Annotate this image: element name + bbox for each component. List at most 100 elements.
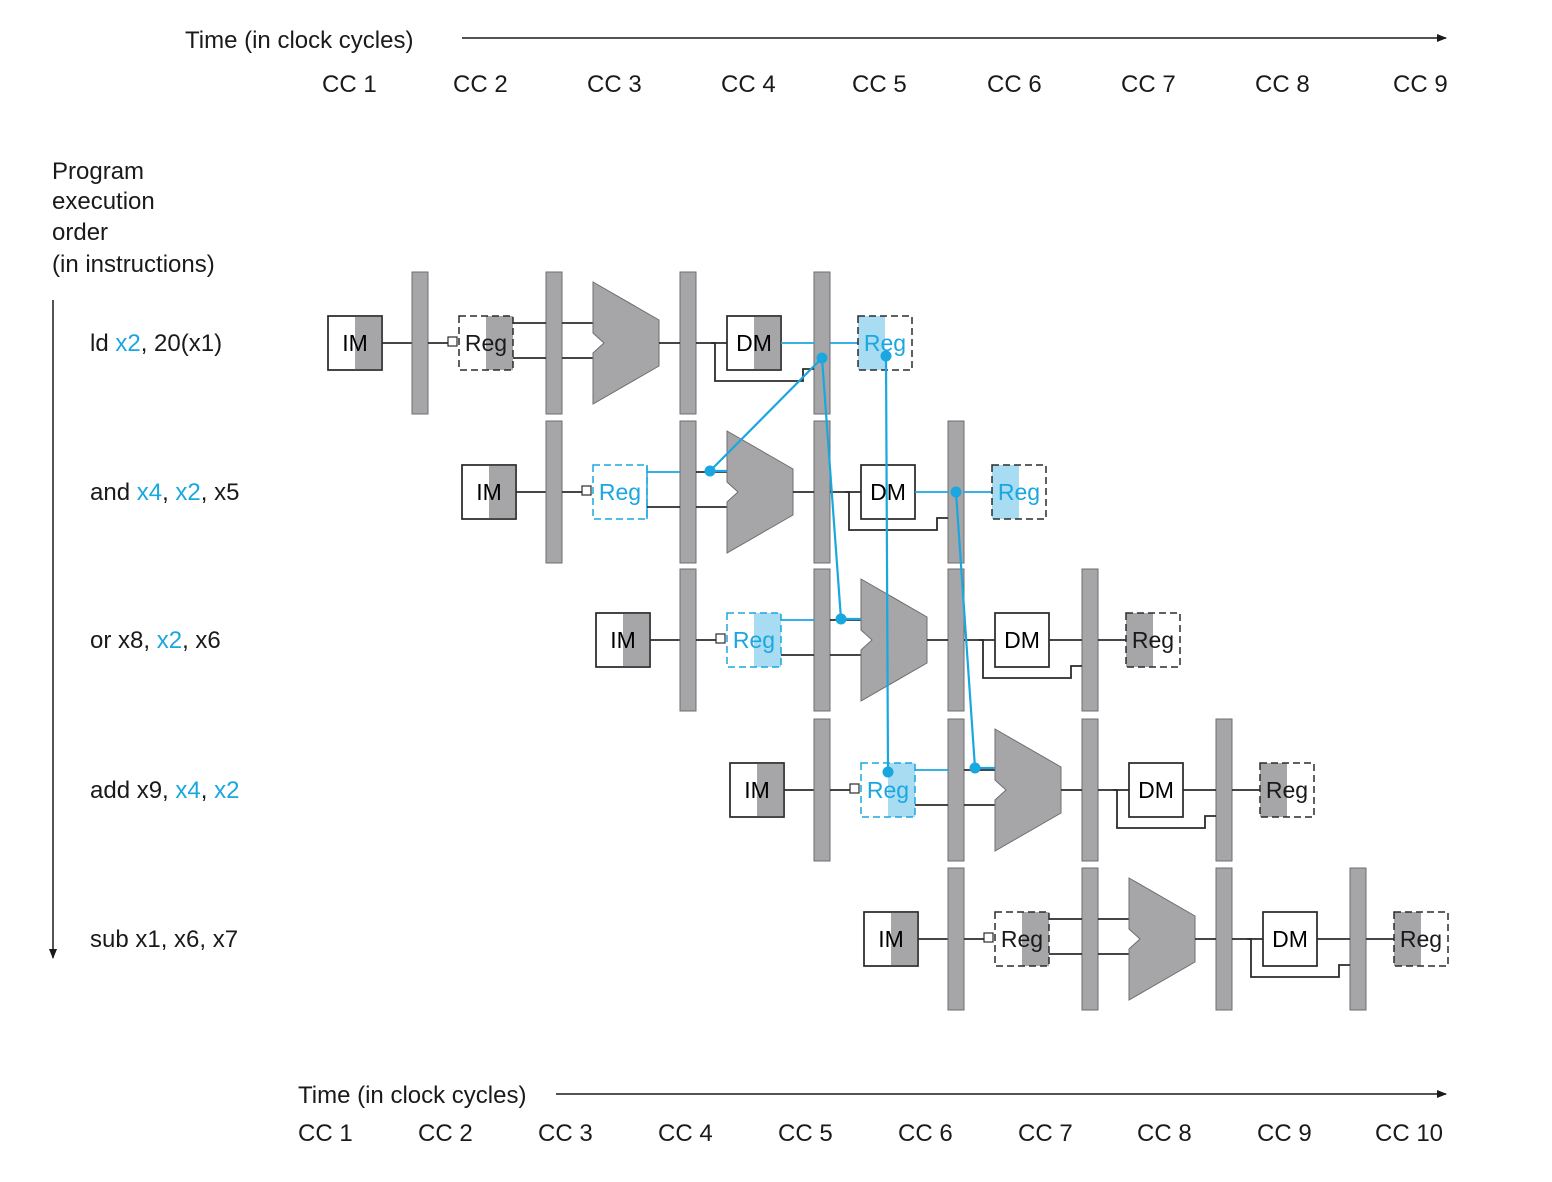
forwarding-path xyxy=(820,357,843,620)
instruction-text: , xyxy=(162,479,175,506)
bottom-tick-label: CC 1 xyxy=(298,1120,353,1147)
write-port xyxy=(447,336,458,347)
bottom-tick-label: CC 2 xyxy=(418,1120,473,1147)
forwarding-path xyxy=(709,357,823,472)
reg-read-label: Reg xyxy=(867,777,909,803)
top-tick-label: CC 3 xyxy=(587,71,642,98)
bottom-axis-ticks: CC 1 CC 2 CC 3 CC 4 CC 5 CC 6 CC 7 CC 8 CC 9 CC 1… xyxy=(298,1120,1443,1147)
reg-read-label: Reg xyxy=(465,330,507,356)
order-label-line-1: Program xyxy=(52,158,144,185)
dm-bypass-wire xyxy=(711,342,814,382)
reg-write-box xyxy=(991,464,1047,520)
top-tick-label: CC 8 xyxy=(1255,71,1310,98)
bottom-tick-label: CC 10 xyxy=(1375,1120,1443,1147)
instruction-text: , xyxy=(201,777,214,804)
pipeline-register-bar xyxy=(545,271,563,415)
reg-read-box xyxy=(726,612,782,668)
pipeline-register-bar xyxy=(1215,867,1233,1011)
write-port xyxy=(849,783,860,794)
instruction-text: ld xyxy=(90,330,115,357)
reg-write-label: Reg xyxy=(1266,777,1308,803)
top-tick-label: CC 4 xyxy=(721,71,776,98)
pipeline-register-bar xyxy=(1215,718,1233,862)
forwarding-path xyxy=(954,491,977,769)
instruction-text: and xyxy=(90,479,137,506)
reg-write-shade xyxy=(992,465,1019,519)
bottom-tick-label: CC 5 xyxy=(778,1120,833,1147)
instruction-text: , x6 xyxy=(182,627,221,654)
write-port xyxy=(581,485,592,496)
pipeline-register-bar xyxy=(679,271,697,415)
dm-label: DM xyxy=(1272,926,1308,952)
reg-read-shade xyxy=(1022,912,1049,966)
im-shade xyxy=(757,763,784,817)
reg-write-box xyxy=(1259,762,1315,818)
bottom-tick-label: CC 8 xyxy=(1137,1120,1192,1147)
im-shade xyxy=(623,613,650,667)
dm-bypass-wire xyxy=(845,491,948,531)
instruction-text: , 20(x1) xyxy=(141,330,222,357)
dm-bypass-wire xyxy=(979,639,1082,679)
order-label-line-2: execution xyxy=(52,188,155,215)
forwarding-node xyxy=(950,486,962,498)
bottom-tick-label: CC 3 xyxy=(538,1120,593,1147)
instruction-label: sub x1, x6, x7 xyxy=(90,926,238,953)
pipeline-register-bar xyxy=(1081,718,1099,862)
forwarding-node xyxy=(882,766,894,778)
instruction-label: ld x2, 20(x1) xyxy=(90,330,222,357)
im-shade xyxy=(355,316,382,370)
pipeline-register-bar xyxy=(679,568,697,712)
program-order-axis: Program execution order (in instructions… xyxy=(49,158,215,959)
top-tick-label: CC 6 xyxy=(987,71,1042,98)
pipeline-register-bar xyxy=(411,271,429,415)
im-label: IM xyxy=(342,330,368,356)
pipeline-row: IM Reg DM Reg xyxy=(729,718,1315,862)
instruction-text: , x5 xyxy=(201,479,240,506)
forwarding-paths xyxy=(704,350,995,778)
bottom-tick-label: CC 4 xyxy=(658,1120,713,1147)
alu xyxy=(994,728,1062,852)
dm-box xyxy=(1128,762,1184,818)
pipeline-register-bar xyxy=(1081,867,1099,1011)
reg-write-box xyxy=(1125,612,1181,668)
dm-label: DM xyxy=(1004,627,1040,653)
dependent-register: x2 xyxy=(115,330,140,357)
alu xyxy=(726,430,794,554)
im-label: IM xyxy=(610,627,636,653)
pipeline-register-bar xyxy=(947,867,965,1011)
alu xyxy=(592,281,660,405)
forwarding-node xyxy=(880,350,892,362)
order-label-line-4: (in instructions) xyxy=(52,251,215,278)
instruction-label: or x8, x2, x6 xyxy=(90,627,221,654)
order-label-line-3: order xyxy=(52,219,108,246)
top-tick-label: CC 5 xyxy=(852,71,907,98)
instruction-text: add x9, xyxy=(90,777,175,804)
reg-read-shade xyxy=(486,316,513,370)
reg-read-shade xyxy=(754,613,781,667)
im-shade xyxy=(489,465,516,519)
dm-label: DM xyxy=(870,479,906,505)
forwarding-path xyxy=(884,355,890,773)
reg-write-box xyxy=(1393,911,1449,967)
bottom-tick-label: CC 9 xyxy=(1257,1120,1312,1147)
instruction-label: and x4, x2, x5 xyxy=(90,479,239,506)
pipeline-register-bar xyxy=(545,420,563,564)
top-tick-label: CC 9 xyxy=(1393,71,1448,98)
dependent-register: x2 xyxy=(157,627,182,654)
im-label: IM xyxy=(476,479,502,505)
write-port xyxy=(715,633,726,644)
dm-label: DM xyxy=(1138,777,1174,803)
instruction-text: sub x1, x6, x7 xyxy=(90,926,238,953)
top-tick-label: CC 1 xyxy=(322,71,377,98)
reg-write-label: Reg xyxy=(998,479,1040,505)
pipeline-register-bar xyxy=(1349,867,1367,1011)
im-shade xyxy=(891,912,918,966)
instruction-text: or x8, xyxy=(90,627,157,654)
pipeline-register-bar xyxy=(679,420,697,564)
reg-write-shade xyxy=(1260,763,1287,817)
reg-write-shade xyxy=(1126,613,1153,667)
pipeline-register-bar xyxy=(813,271,831,415)
